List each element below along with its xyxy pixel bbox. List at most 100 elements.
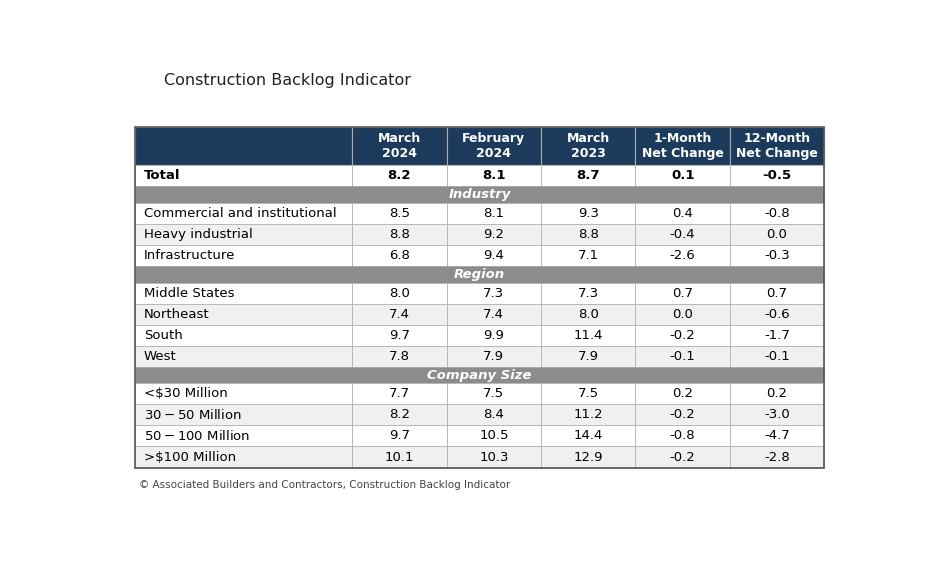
Text: 0.7: 0.7 <box>767 286 787 299</box>
Text: 8.8: 8.8 <box>389 228 410 240</box>
Bar <box>730 383 825 404</box>
Bar <box>352 165 446 186</box>
Bar <box>446 202 541 223</box>
Bar <box>446 223 541 245</box>
Bar <box>541 404 636 425</box>
Text: 0.0: 0.0 <box>767 228 787 240</box>
Text: 1-Month
Net Change: 1-Month Net Change <box>642 132 724 160</box>
Text: Northeast: Northeast <box>144 307 210 320</box>
Text: 10.1: 10.1 <box>385 451 414 463</box>
Bar <box>352 245 446 266</box>
Bar <box>446 324 541 346</box>
Text: >$100 Million: >$100 Million <box>144 451 236 463</box>
Text: 9.4: 9.4 <box>483 249 505 262</box>
Bar <box>446 404 541 425</box>
Text: <$30 Million: <$30 Million <box>144 387 227 400</box>
Text: -0.2: -0.2 <box>670 408 695 421</box>
Bar <box>135 446 352 468</box>
Text: Heavy industrial: Heavy industrial <box>144 228 253 240</box>
Text: 9.9: 9.9 <box>483 329 505 341</box>
Bar <box>730 346 825 367</box>
Bar <box>730 404 825 425</box>
Bar <box>636 303 730 324</box>
Text: 7.7: 7.7 <box>388 387 410 400</box>
Text: -3.0: -3.0 <box>764 408 790 421</box>
Bar <box>730 202 825 223</box>
Text: -0.8: -0.8 <box>670 429 695 442</box>
Bar <box>541 346 636 367</box>
Bar <box>636 383 730 404</box>
Text: 10.3: 10.3 <box>479 451 508 463</box>
Bar <box>636 223 730 245</box>
Bar <box>135 223 352 245</box>
Text: 7.5: 7.5 <box>578 387 599 400</box>
Text: -0.6: -0.6 <box>765 307 790 320</box>
Bar <box>730 165 825 186</box>
Text: 7.5: 7.5 <box>483 387 505 400</box>
Text: -4.7: -4.7 <box>764 429 790 442</box>
Bar <box>541 324 636 346</box>
Bar <box>541 282 636 303</box>
Bar <box>352 223 446 245</box>
Bar <box>446 425 541 446</box>
Bar <box>730 425 825 446</box>
Text: 8.5: 8.5 <box>389 206 410 219</box>
Text: 0.2: 0.2 <box>672 387 694 400</box>
Bar <box>135 202 352 223</box>
Text: -0.3: -0.3 <box>764 249 790 262</box>
Text: 8.2: 8.2 <box>388 169 411 182</box>
Bar <box>541 127 636 165</box>
Bar <box>730 446 825 468</box>
Bar <box>446 346 541 367</box>
Text: Construction Backlog Indicator: Construction Backlog Indicator <box>164 73 411 88</box>
Bar <box>636 202 730 223</box>
Bar <box>352 324 446 346</box>
Bar <box>352 425 446 446</box>
Text: 8.8: 8.8 <box>578 228 599 240</box>
Bar <box>730 245 825 266</box>
Text: 0.4: 0.4 <box>672 206 693 219</box>
Text: 0.7: 0.7 <box>672 286 694 299</box>
Bar <box>446 303 541 324</box>
Text: South: South <box>144 329 183 341</box>
Text: Commercial and institutional: Commercial and institutional <box>144 206 336 219</box>
Bar <box>446 383 541 404</box>
Text: March
2023: March 2023 <box>566 132 610 160</box>
Text: 7.3: 7.3 <box>578 286 599 299</box>
Text: 7.4: 7.4 <box>483 307 505 320</box>
Text: $30-$50 Million: $30-$50 Million <box>144 408 241 422</box>
Bar <box>541 383 636 404</box>
Bar <box>135 127 352 165</box>
Text: 8.2: 8.2 <box>389 408 410 421</box>
Bar <box>352 282 446 303</box>
Text: 9.3: 9.3 <box>578 206 599 219</box>
Text: Total: Total <box>144 169 181 182</box>
Bar <box>446 165 541 186</box>
Text: -0.1: -0.1 <box>764 350 790 363</box>
Bar <box>135 324 352 346</box>
Bar <box>636 346 730 367</box>
Text: -1.7: -1.7 <box>764 329 790 341</box>
Bar <box>135 346 352 367</box>
Text: 11.4: 11.4 <box>574 329 603 341</box>
Text: 9.7: 9.7 <box>389 329 410 341</box>
Bar <box>541 303 636 324</box>
Bar <box>541 425 636 446</box>
Text: -0.2: -0.2 <box>670 451 695 463</box>
Text: 10.5: 10.5 <box>479 429 508 442</box>
Bar <box>352 303 446 324</box>
Bar <box>135 404 352 425</box>
Bar <box>636 282 730 303</box>
Text: 12.9: 12.9 <box>574 451 603 463</box>
Text: Infrastructure: Infrastructure <box>144 249 235 262</box>
Text: 8.4: 8.4 <box>483 408 505 421</box>
Text: 0.1: 0.1 <box>671 169 695 182</box>
Text: Middle States: Middle States <box>144 286 234 299</box>
Bar <box>135 367 825 383</box>
Text: -0.4: -0.4 <box>670 228 695 240</box>
Bar <box>636 446 730 468</box>
Bar <box>446 127 541 165</box>
Bar <box>352 446 446 468</box>
Bar <box>730 282 825 303</box>
Bar <box>636 245 730 266</box>
